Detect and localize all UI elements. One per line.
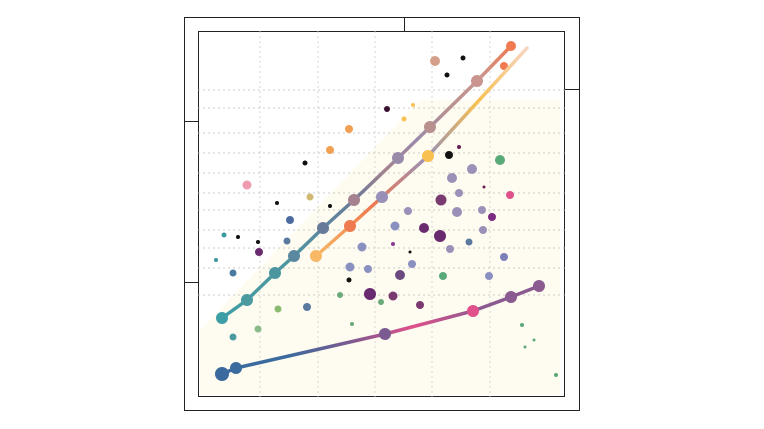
scatter-point bbox=[404, 207, 412, 215]
series-marker bbox=[348, 194, 360, 206]
scatter-point bbox=[416, 301, 424, 309]
scatter-point bbox=[479, 226, 487, 234]
scatter-point bbox=[467, 164, 477, 174]
scatter-point bbox=[554, 373, 558, 377]
series-marker bbox=[310, 250, 322, 262]
scatter-point bbox=[275, 201, 279, 205]
scatter-point bbox=[283, 237, 291, 245]
scatter-point bbox=[485, 272, 493, 280]
series-marker bbox=[288, 250, 300, 262]
scatter-point bbox=[478, 206, 486, 214]
background-wash bbox=[200, 100, 560, 395]
series-marker bbox=[424, 121, 436, 133]
series-marker bbox=[467, 305, 479, 317]
scatter-point bbox=[303, 303, 311, 311]
scatter-point bbox=[445, 151, 453, 159]
scatter-point bbox=[229, 333, 237, 341]
scatter-point bbox=[430, 56, 440, 66]
series-marker bbox=[379, 328, 391, 340]
scatter-point bbox=[256, 240, 260, 244]
series-marker bbox=[317, 222, 329, 234]
scatter-point bbox=[419, 223, 429, 233]
series-marker bbox=[269, 267, 281, 279]
series-marker bbox=[526, 47, 528, 49]
series-marker bbox=[392, 152, 404, 164]
scatter-point bbox=[455, 189, 463, 197]
scatter-point bbox=[506, 191, 514, 199]
scatter-point bbox=[364, 288, 376, 300]
scatter-point bbox=[488, 213, 496, 221]
scatter-point bbox=[520, 323, 524, 327]
scatter-point bbox=[408, 250, 412, 254]
scatter-point bbox=[388, 291, 398, 301]
scatter-point bbox=[350, 322, 354, 326]
scatter-point bbox=[255, 248, 263, 256]
scatter-point bbox=[302, 160, 308, 166]
series-marker bbox=[215, 367, 229, 381]
series-marker bbox=[422, 150, 434, 162]
scatter-point bbox=[439, 272, 447, 280]
scatter-point bbox=[482, 185, 486, 189]
scatter-point bbox=[460, 55, 466, 61]
scatter-point bbox=[446, 245, 454, 253]
scatter-point bbox=[286, 216, 294, 224]
plot-area bbox=[198, 31, 565, 397]
scatter-point bbox=[500, 253, 508, 261]
scatter-point bbox=[221, 232, 227, 238]
scatter-point bbox=[408, 260, 416, 268]
scatter-point bbox=[326, 146, 334, 154]
scatter-point bbox=[242, 180, 252, 190]
scatter-point bbox=[274, 305, 282, 313]
scatter-point bbox=[523, 345, 527, 349]
scatter-point bbox=[411, 103, 415, 107]
scatter-point bbox=[229, 269, 237, 277]
scatter-point bbox=[328, 204, 332, 208]
series-marker bbox=[344, 220, 356, 232]
series-marker bbox=[533, 280, 545, 292]
scatter-point bbox=[532, 338, 536, 342]
scatter-point bbox=[378, 299, 384, 305]
scatter-point bbox=[346, 277, 352, 283]
scatter-point bbox=[254, 325, 262, 333]
series-line bbox=[220, 44, 513, 320]
scatter-point bbox=[364, 265, 372, 273]
scatter-point bbox=[401, 116, 407, 122]
scatter-point bbox=[384, 106, 390, 112]
series-marker bbox=[505, 291, 517, 303]
series-marker bbox=[230, 362, 242, 374]
scatter-point bbox=[395, 270, 405, 280]
scatter-point bbox=[452, 207, 462, 217]
scatter-point bbox=[390, 221, 400, 231]
scatter-point bbox=[345, 262, 355, 272]
scatter-point bbox=[306, 193, 314, 201]
scatter-point bbox=[444, 72, 450, 78]
scatter-point bbox=[345, 125, 353, 133]
scatter-point bbox=[236, 235, 240, 239]
series-marker bbox=[376, 191, 388, 203]
scatter-point bbox=[495, 155, 505, 165]
scatter-point bbox=[435, 194, 447, 206]
series-marker bbox=[216, 312, 228, 324]
scatter-point bbox=[500, 62, 508, 70]
scatter-point bbox=[447, 173, 457, 183]
scatter-point bbox=[457, 145, 461, 149]
series-marker bbox=[471, 75, 483, 87]
scatter-point bbox=[337, 292, 343, 298]
series-marker bbox=[506, 41, 516, 51]
series-marker bbox=[241, 294, 253, 306]
scatter-point bbox=[357, 242, 367, 252]
scatter-point bbox=[214, 258, 218, 262]
scatter-point bbox=[465, 238, 473, 246]
scatter-point bbox=[434, 230, 446, 242]
scatter-point bbox=[391, 242, 395, 246]
